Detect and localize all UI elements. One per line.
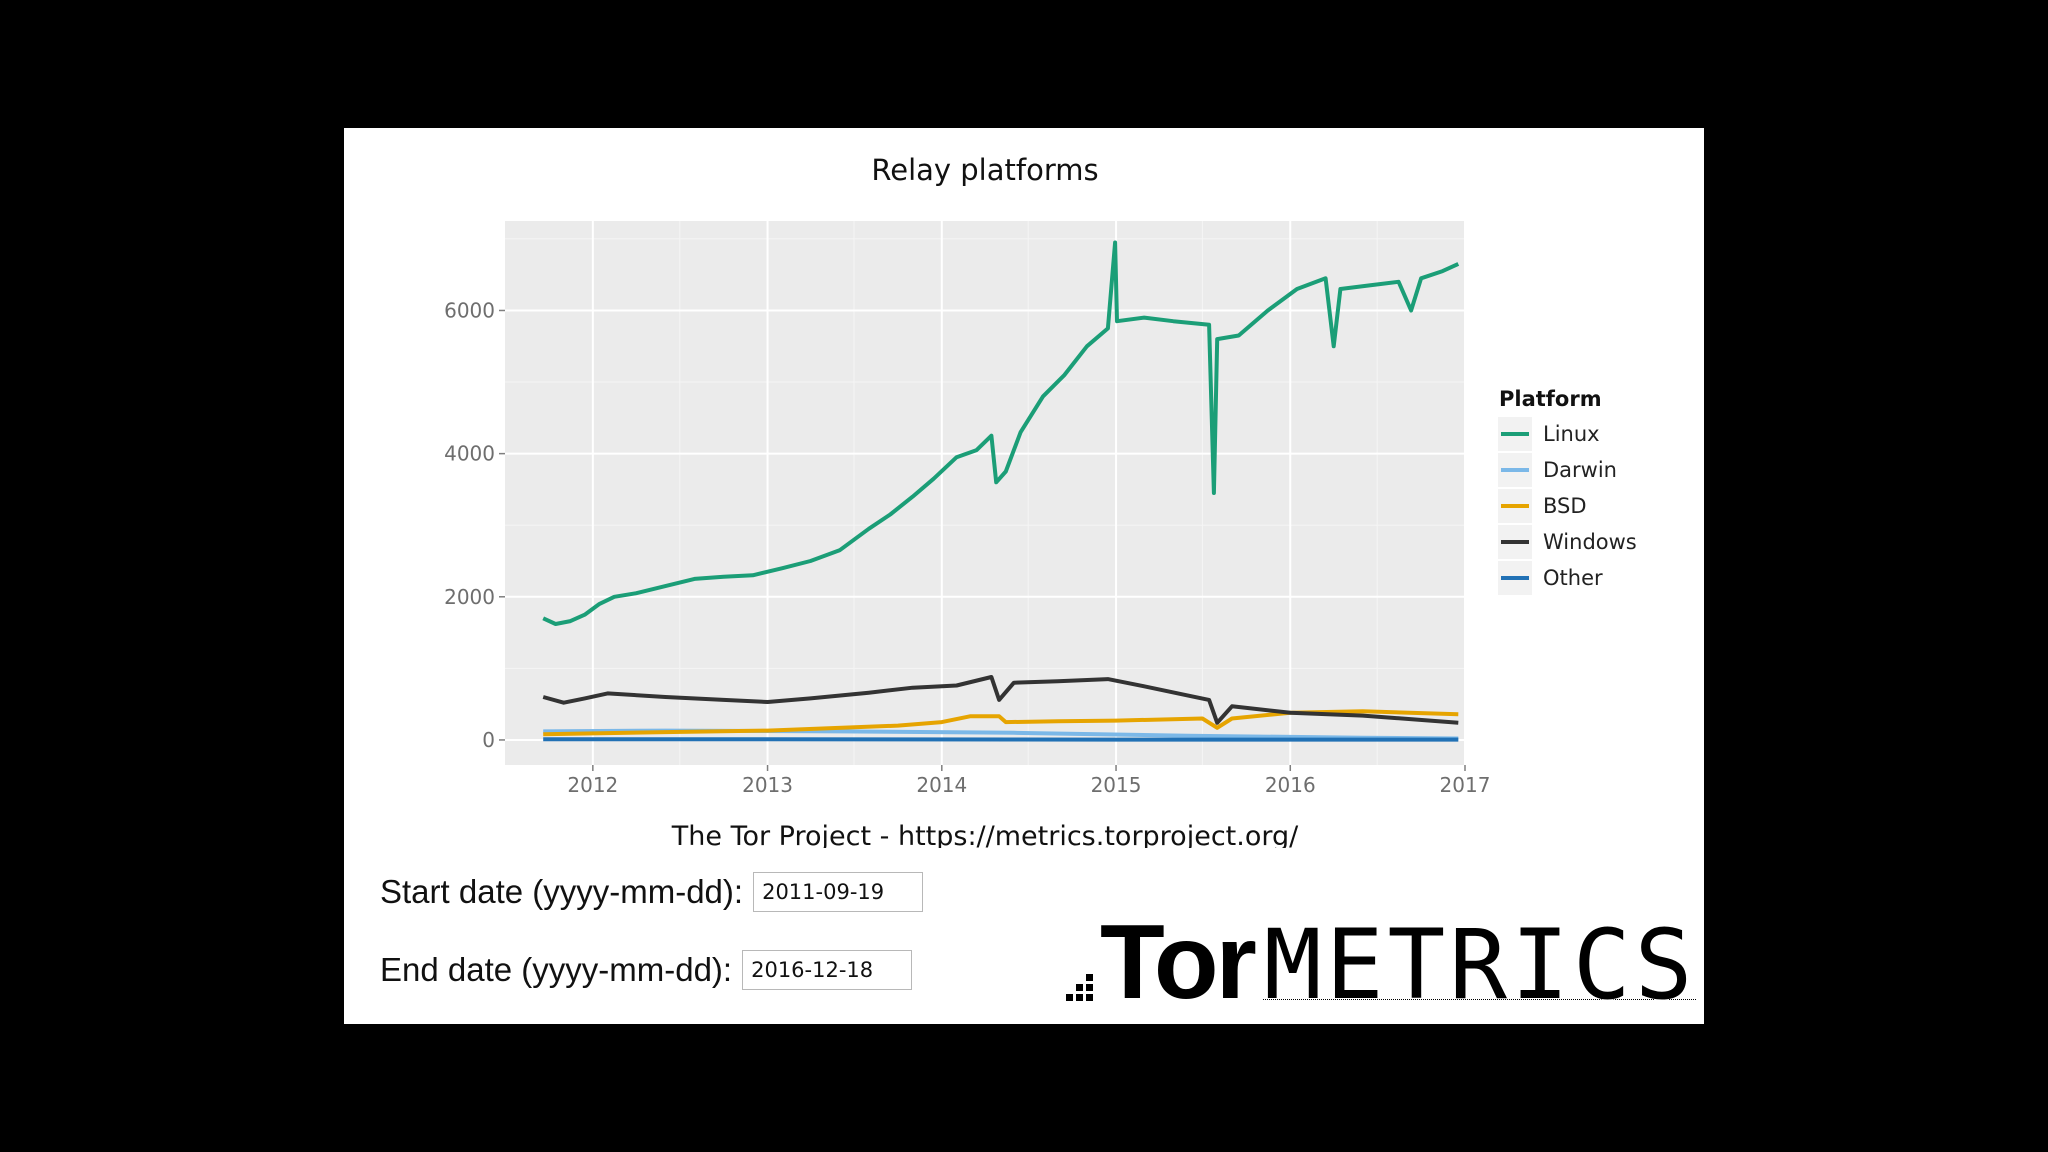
legend-label-other: Other (1543, 566, 1603, 590)
logo-metrics-text: METRICS (1263, 909, 1697, 1021)
start-date-input[interactable] (753, 872, 924, 912)
end-date-label: End date (yyyy-mm-dd): (380, 951, 733, 988)
y-tick-label: 0 (482, 728, 495, 752)
y-tick-label: 6000 (444, 298, 495, 322)
start-date-label: Start date (yyyy-mm-dd): (380, 873, 744, 910)
gridlines (505, 221, 1466, 765)
series-line-windows (542, 675, 1459, 725)
start-date-row: Start date (yyyy-mm-dd): (380, 872, 924, 912)
legend-label-linux: Linux (1543, 422, 1600, 446)
tor-metrics-logo: Tor METRICS (1066, 903, 1697, 1021)
x-tick-label: 2017 (1440, 773, 1491, 797)
logo-tor-text: Tor (1100, 903, 1257, 1021)
x-tick-label: 2013 (742, 773, 793, 797)
legend-title: Platform (1499, 387, 1602, 411)
series-line-linux (542, 240, 1460, 626)
series-line-bsd (543, 709, 1459, 737)
logo-dots-icon (1066, 974, 1093, 1001)
x-tick-label: 2015 (1091, 773, 1142, 797)
series-lines (542, 240, 1460, 742)
end-date-input[interactable] (742, 950, 913, 990)
chart-title: Relay platforms (871, 153, 1098, 187)
axes: 2012 2013 2014 2015 2016 2017 0 2000 4000 6000 (444, 298, 1490, 797)
legend-label-darwin: Darwin (1543, 458, 1617, 482)
chart-caption: The Tor Project - https://metrics.torpro… (671, 821, 1299, 848)
x-tick-label: 2014 (916, 773, 967, 797)
legend: Platform Linux Darwin BSD Windows Other (1498, 387, 1637, 595)
relay-platforms-chart: Relay platforms 2012 2013 2014 2015 2016 2017… (444, 153, 1637, 848)
end-date-row: End date (yyyy-mm-dd): (380, 950, 913, 990)
legend-label-windows: Windows (1543, 530, 1637, 554)
x-tick-label: 2016 (1265, 773, 1316, 797)
legend-label-bsd: BSD (1543, 494, 1587, 518)
y-tick-label: 2000 (444, 585, 495, 609)
x-tick-label: 2012 (567, 773, 618, 797)
chart-panel: Relay platforms 2012 2013 2014 2015 2016 2017… (344, 128, 1704, 1024)
y-tick-label: 4000 (444, 442, 495, 466)
plot-background (505, 221, 1465, 765)
